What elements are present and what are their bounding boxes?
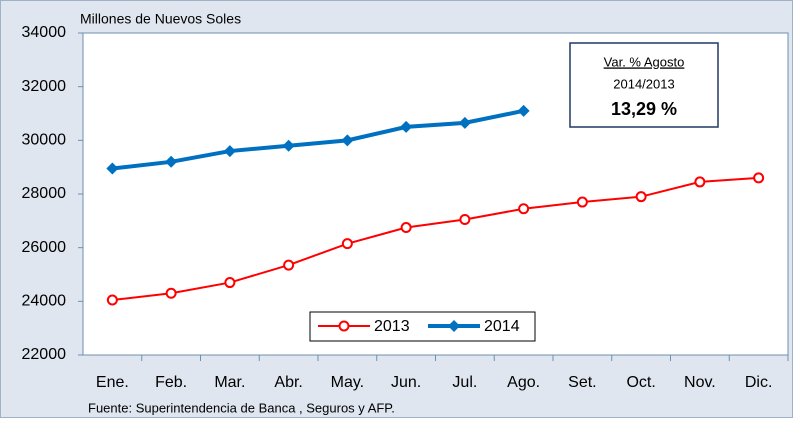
- legend-marker: [448, 320, 460, 332]
- y-tick-label: 22000: [22, 346, 67, 363]
- x-tick-label: Ago.: [507, 374, 540, 391]
- data-point: [400, 120, 413, 133]
- data-point: [459, 213, 471, 225]
- data-point: [635, 191, 647, 203]
- data-point: [283, 259, 295, 271]
- data-point: [400, 222, 412, 234]
- x-tick-label: Nov.: [684, 374, 716, 391]
- data-point: [165, 155, 178, 168]
- x-tick-label: Mar.: [214, 374, 245, 391]
- annotation-value: 13,29 %: [611, 99, 677, 119]
- legend-marker: [338, 320, 350, 332]
- data-point: [458, 116, 471, 129]
- annotation-box: [569, 42, 719, 128]
- x-tick-label: Feb.: [155, 374, 187, 391]
- x-tick-label: Abr.: [274, 374, 302, 391]
- x-tick-label: Jul.: [452, 374, 477, 391]
- x-tick-label: May.: [331, 374, 364, 391]
- data-point: [518, 203, 530, 215]
- y-tick-label: 26000: [22, 239, 67, 256]
- y-axis-label: Millones de Nuevos Soles: [80, 11, 241, 27]
- data-point: [341, 134, 354, 147]
- legend-label: 2013: [374, 318, 410, 335]
- y-tick-label: 34000: [22, 24, 67, 41]
- source: Fuente: Superintendencia de Banca , Segu…: [88, 400, 395, 415]
- x-tick-label: Ene.: [96, 374, 129, 391]
- data-point: [106, 162, 119, 175]
- annotation-period: 2014/2013: [613, 76, 674, 91]
- data-point: [224, 277, 236, 289]
- x-tick-label: Jun.: [391, 374, 421, 391]
- y-tick-label: 24000: [22, 293, 67, 310]
- data-point: [576, 196, 588, 208]
- data-point: [341, 238, 353, 250]
- x-tick-label: Oct.: [626, 374, 655, 391]
- series-line: [112, 108, 525, 171]
- y-tick-label: 32000: [22, 78, 67, 95]
- data-point: [694, 176, 706, 188]
- y-tick-label: 28000: [22, 185, 67, 202]
- data-point: [106, 294, 118, 306]
- x-tick-label: Dic.: [745, 374, 773, 391]
- data-point: [517, 104, 530, 117]
- data-point: [282, 139, 295, 152]
- data-point: [165, 287, 177, 299]
- x-tick-label: Set.: [568, 374, 596, 391]
- data-point: [753, 172, 765, 184]
- annotation-title: Var. % Agosto: [604, 54, 685, 69]
- series-line: [112, 176, 759, 301]
- y-tick-label: 30000: [22, 132, 67, 149]
- legend-label: 2014: [484, 318, 520, 335]
- data-point: [223, 145, 236, 158]
